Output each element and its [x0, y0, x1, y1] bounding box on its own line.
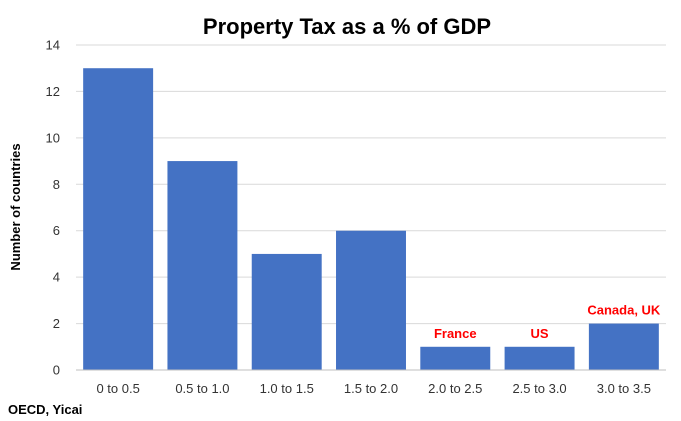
bars: [83, 68, 659, 370]
bar: [588, 323, 659, 370]
x-tick-label: 2.0 to 2.5: [428, 381, 482, 396]
x-axis-ticks: 0 to 0.5 0.5 to 1.0 1.0 to 1.5 1.5 to 2.0 2.…: [96, 381, 651, 396]
y-tick-label: 14: [46, 38, 60, 53]
bar: [251, 253, 322, 370]
bar: [167, 161, 238, 370]
bar-annotation: US: [531, 326, 549, 341]
y-tick-label: 0: [53, 363, 60, 378]
bar: [504, 346, 575, 370]
y-tick-label: 12: [46, 84, 60, 99]
y-axis-ticks: 0 2 4 6 8 10 12 14: [46, 38, 60, 378]
y-tick-label: 10: [46, 130, 60, 145]
y-tick-label: 2: [53, 316, 60, 331]
bar: [420, 346, 491, 370]
y-tick-label: 4: [53, 270, 60, 285]
x-tick-label: 1.0 to 1.5: [260, 381, 314, 396]
x-tick-label: 2.5 to 3.0: [512, 381, 566, 396]
bar-annotation: France: [434, 326, 477, 341]
y-tick-label: 6: [53, 223, 60, 238]
x-tick-label: 3.0 to 3.5: [597, 381, 651, 396]
bar-annotations: France US Canada, UK: [434, 303, 661, 341]
y-tick-label: 8: [53, 177, 60, 192]
x-tick-label: 1.5 to 2.0: [344, 381, 398, 396]
x-tick-label: 0.5 to 1.0: [175, 381, 229, 396]
bar: [83, 68, 154, 370]
source-note: OECD, Yicai: [8, 402, 82, 417]
chart-title: Property Tax as a % of GDP: [203, 14, 491, 39]
bar-annotation: Canada, UK: [587, 303, 661, 318]
y-axis-label: Number of countries: [8, 143, 23, 270]
bar: [336, 230, 406, 370]
x-tick-label: 0 to 0.5: [96, 381, 139, 396]
